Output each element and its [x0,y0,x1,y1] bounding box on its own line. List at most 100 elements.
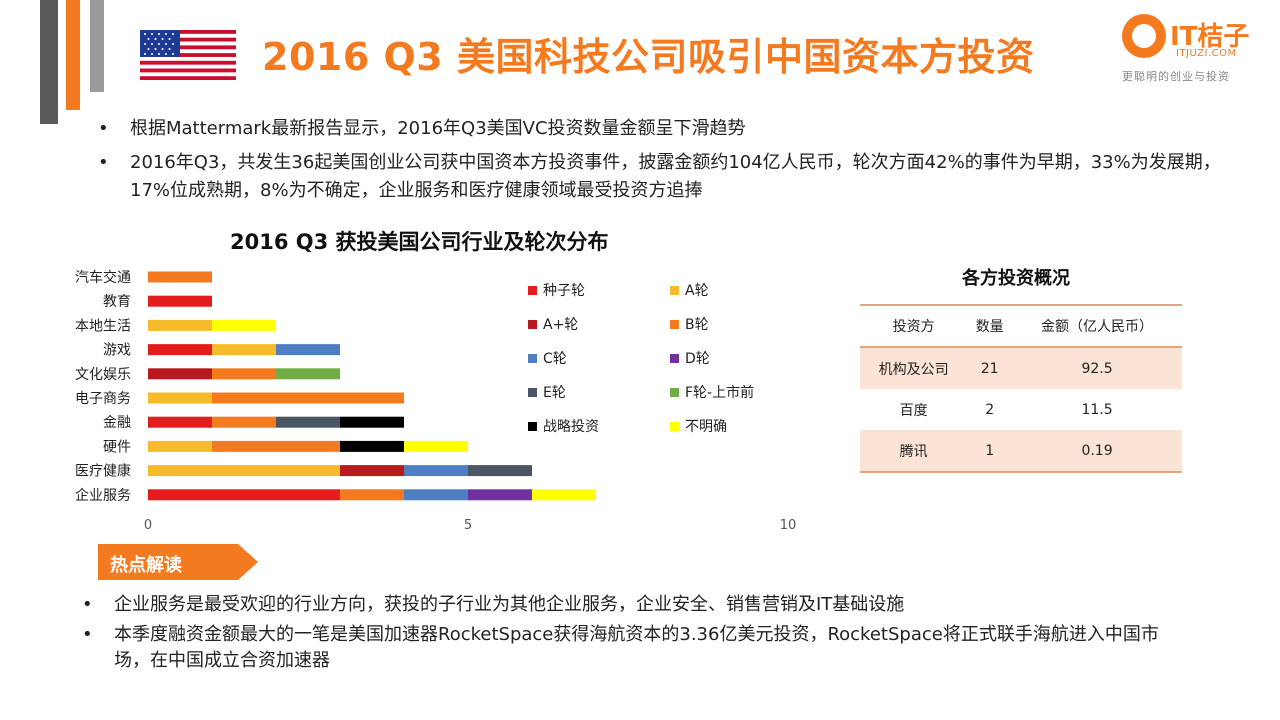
insight-bullets: • 企业服务是最受欢迎的行业方向，获投的子行业为其他企业服务，企业安全、销售营销… [82,592,1192,678]
bar-segment [148,440,212,452]
bar-segment [212,319,276,331]
legend-label: 种子轮 [543,283,585,299]
legend-label: 战略投资 [543,419,599,435]
hot-topic-tag-icon [98,544,258,580]
x-tick-label: 5 [464,518,472,533]
legend-item: E轮 [528,382,566,402]
category-label: 文化娱乐 [75,367,131,383]
bullet-text: 2016年Q3，共发生36起美国创业公司获中国资本方投资事件，披露金额约104亿… [130,152,1221,201]
bar-segment [276,344,340,356]
legend-swatch [528,285,537,295]
category-label: 金融 [103,415,131,431]
legend-item: B轮 [670,314,709,334]
bar-segment [404,465,468,477]
list-item: • 2016年Q3，共发生36起美国创业公司获中国资本方投资事件，披露金额约10… [98,149,1228,205]
logo-url: ITJUZI.COM [1176,48,1237,59]
legend-swatch [528,319,537,329]
bullet-icon: • [98,152,109,173]
bullet-text: 根据Mattermark最新报告显示，2016年Q3美国VC投资数量金额呈下滑趋… [130,118,746,139]
legend-label: E轮 [543,385,566,401]
table-row: 机构及公司 21 92.5 [860,347,1182,389]
table-cell: 1 [967,430,1013,473]
table-cell: 百度 [899,402,928,419]
bullet-icon: • [82,624,93,645]
hot-topic-label: 热点解读 [110,555,182,576]
legend-label: C轮 [543,351,567,367]
bar-segment [276,416,340,428]
bar-segment [148,271,212,283]
table-cell: 11.5 [1081,401,1113,418]
bullet-icon: • [82,594,93,615]
table-cell: 0.19 [1012,430,1182,473]
legend-item: 战略投资 [528,416,599,436]
x-tick-label: 0 [144,518,152,533]
bar-segment [468,489,532,501]
bar-segment [148,295,212,307]
legend-item: A+轮 [528,314,578,334]
category-label: 游戏 [103,343,131,359]
bar-segment [404,440,468,452]
legend-item: F轮-上市前 [670,382,754,402]
legend-label: B轮 [685,317,709,333]
table-row: 百度 2 11.5 [860,389,1182,430]
legend-label: A+轮 [543,317,579,333]
category-label: 教育 [103,294,131,310]
intro-bullets: • 根据Mattermark最新报告显示，2016年Q3美国VC投资数量金额呈下… [98,115,1228,211]
bar-segment [148,489,340,501]
category-label: 汽车交通 [75,269,131,286]
orange-logo-icon [1122,14,1166,58]
chart-title: 2016 Q3 获投美国公司行业及轮次分布 [230,230,609,254]
bar-segment [148,416,212,428]
table-cell: 2 [985,401,995,418]
legend-item: D轮 [670,348,710,368]
bar-segment [212,392,404,404]
legend-swatch [670,319,679,329]
bar-segment [276,368,340,380]
legend-item: 种子轮 [528,280,585,300]
table-title: 各方投资概况 [962,268,1070,289]
table-row: 腾讯 1 0.19 [860,430,1182,473]
investor-table: 投资方 数量 金额（亿人民币） 机构及公司 21 92.5 百度 2 11.5 … [860,304,1182,473]
legend-label: 不明确 [685,419,727,435]
bar-segment [148,319,212,331]
legend-swatch [670,353,679,363]
column-header: 数量 [967,304,1013,348]
bullet-text: 企业服务是最受欢迎的行业方向，获投的子行业为其他企业服务，企业安全、销售营销及I… [114,594,905,615]
column-header: 投资方 [860,304,968,348]
bar-segment [340,465,404,477]
legend-swatch [528,387,537,397]
bar-segment [148,344,212,356]
legend-swatch [670,387,679,397]
bullet-icon: • [98,118,109,139]
category-label: 医疗健康 [75,463,131,480]
legend-item: A轮 [670,280,709,300]
category-label: 企业服务 [75,487,131,504]
bar-segment [532,489,596,501]
category-label: 电子商务 [75,391,131,407]
legend-swatch [670,285,679,295]
decor-bar-dark [40,0,58,124]
table-cell: 92.5 [1012,347,1182,389]
bar-segment [148,368,212,380]
legend-swatch [528,421,537,431]
legend-swatch [670,421,679,431]
bar-segment [212,368,276,380]
bar-segment [340,489,404,501]
legend-label: A轮 [685,283,709,299]
bar-segment [212,440,340,452]
table-cell: 21 [967,347,1013,389]
legend-label: D轮 [685,351,710,367]
legend-item: C轮 [528,348,567,368]
bar-segment [340,440,404,452]
decor-bar-gray [90,0,104,92]
category-label: 本地生活 [75,318,131,334]
bar-segment [148,465,340,477]
us-flag-icon [140,30,236,80]
list-item: • 企业服务是最受欢迎的行业方向，获投的子行业为其他企业服务，企业安全、销售营销… [82,592,1192,618]
logo-slogan: 更聪明的创业与投资 [1122,70,1230,83]
list-item: • 本季度融资金额最大的一笔是美国加速器RocketSpace获得海航资本的3.… [82,622,1192,674]
column-header: 金额（亿人民币） [1012,304,1182,348]
table-cell: 腾讯 [860,430,968,473]
bar-segment [148,392,212,404]
